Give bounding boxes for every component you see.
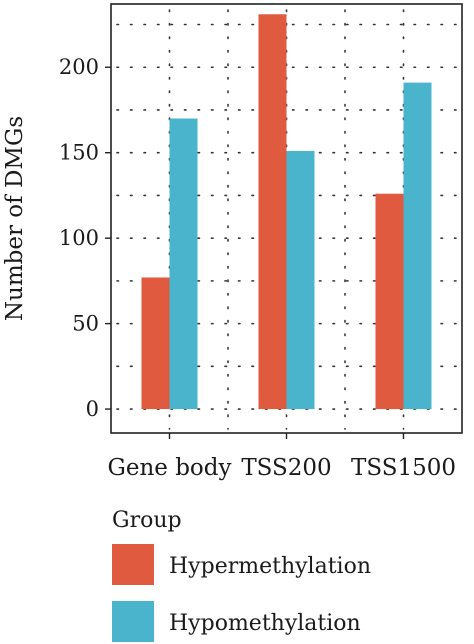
- bar-hypomethylation-tss200: [286, 150, 315, 410]
- legend: Group Hypermethylation Hypomethylation: [112, 508, 371, 642]
- x-tick-label: Gene body: [107, 455, 231, 481]
- legend-label-hypomethylation: Hypomethylation: [169, 611, 361, 636]
- legend-swatch-hypermethylation: [112, 544, 154, 585]
- y-axis: 0 50 100 150 200: [59, 55, 111, 421]
- legend-items: Hypermethylation Hypomethylation: [112, 544, 371, 642]
- bar-hypermethylation-tss200: [258, 14, 287, 410]
- y-tick-label: 150: [59, 141, 99, 165]
- x-tick-label: TSS200: [241, 455, 331, 481]
- y-tick-label: 100: [59, 226, 99, 250]
- bar-hypermethylation-gene-body: [141, 277, 170, 410]
- bar-hypomethylation-gene-body: [169, 118, 198, 410]
- y-tick-label: 0: [86, 397, 99, 421]
- y-tick-label: 50: [72, 312, 99, 336]
- bars: [141, 14, 432, 410]
- bar-hypermethylation-tss1500: [375, 193, 404, 410]
- legend-title: Group: [112, 508, 182, 533]
- x-axis: Gene body TSS200 TSS1500: [107, 433, 456, 481]
- y-axis-title: Number of DMGs: [2, 116, 28, 321]
- y-tick-label: 200: [59, 55, 99, 79]
- legend-swatch-hypomethylation: [112, 601, 154, 642]
- legend-label-hypermethylation: Hypermethylation: [169, 554, 371, 579]
- x-tick-label: TSS1500: [351, 455, 456, 481]
- bar-hypomethylation-tss1500: [403, 82, 432, 410]
